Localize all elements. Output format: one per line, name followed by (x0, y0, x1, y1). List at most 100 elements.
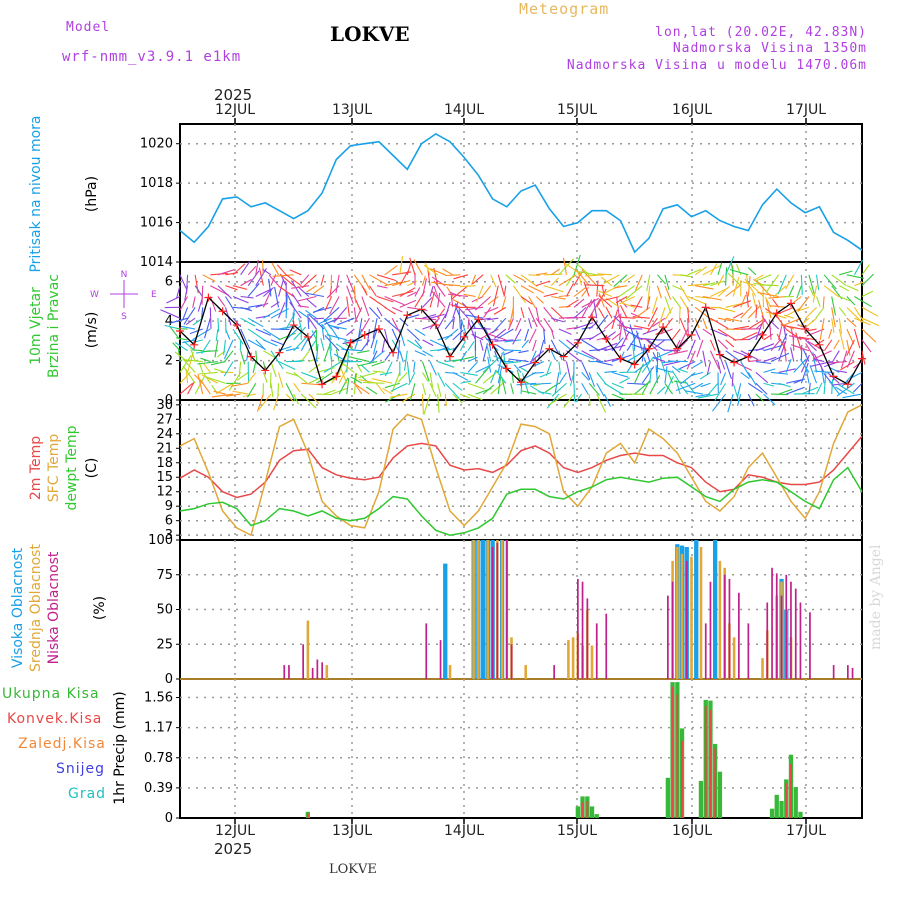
wind-arrow (754, 274, 772, 282)
wind-arrow (452, 371, 469, 381)
wind-arrow (616, 296, 621, 319)
year-label-top: 2025 (214, 86, 253, 104)
wind-arrow (626, 360, 635, 373)
wind-arrow (189, 328, 203, 335)
wind-arrow (763, 382, 775, 387)
wind-arrow (397, 372, 408, 383)
wind-arrow (459, 285, 476, 288)
wind-arrow (831, 274, 847, 287)
wind-arrow (828, 328, 833, 339)
wind-arrow (536, 272, 548, 276)
wind-arrow (646, 317, 658, 334)
wind-arrow (812, 285, 818, 303)
wind-arrow (649, 368, 652, 384)
wind-arrow (642, 328, 658, 335)
wind-arrow (308, 375, 325, 384)
mid-cloud-bar (761, 658, 764, 679)
wind-arrow (702, 264, 723, 276)
wind-arrow (554, 372, 560, 394)
wind-arrow (687, 307, 690, 323)
wind-arrow (431, 290, 446, 308)
wind-arrow (629, 327, 643, 330)
wind-arrow (384, 382, 400, 389)
wind-arrow (619, 316, 635, 319)
wind-arrow (338, 368, 348, 384)
wind-arrow (240, 328, 251, 350)
wind-arrow (806, 317, 817, 328)
wind-arrow (180, 325, 196, 330)
wind-arrow (255, 259, 259, 275)
wind-arrow (643, 357, 651, 373)
y-tick-label: 3 (165, 528, 173, 543)
wind-arrow (278, 332, 296, 341)
wind-arrow (459, 350, 468, 362)
wind-arrow (493, 355, 507, 363)
wind-arrow (175, 285, 181, 299)
low-cloud-bar (723, 574, 726, 680)
wind-arrow (437, 394, 440, 413)
wind-arrow (262, 372, 268, 383)
wind-arrow (840, 361, 855, 371)
wind-arrow (797, 324, 810, 330)
wind-arrow (350, 376, 363, 384)
wind-arrow (448, 284, 461, 287)
app-title: Meteogram (519, 0, 610, 18)
wind-arrow (573, 286, 587, 297)
temperature-axis-label: 2m Temp (28, 436, 44, 500)
wind-arrow (174, 342, 188, 352)
wind-arrow (516, 382, 537, 386)
wind-arrow (842, 393, 863, 399)
wind-arrow (480, 328, 499, 339)
wind-arrow (278, 361, 296, 370)
wind-arrow (667, 350, 688, 356)
conv-precip-bar (709, 709, 712, 818)
wind-arrow (513, 364, 522, 373)
wind-arrow (660, 317, 673, 335)
conv-precip-bar (306, 813, 309, 818)
wind-arrow (755, 304, 758, 319)
wind-arrow (528, 296, 537, 309)
wind-arrow (535, 280, 551, 287)
wind-arrow (717, 306, 736, 313)
total-precip-bar (798, 811, 803, 818)
wind-speed-marker (417, 305, 426, 314)
high-cloud-bar (443, 563, 448, 679)
wind-arrow (444, 328, 459, 341)
wind-arrow (573, 298, 585, 308)
wind-arrow (353, 274, 368, 293)
wind-arrow (356, 363, 363, 373)
wind-arrow (376, 274, 397, 282)
wind-arrow (528, 307, 538, 328)
wind-arrow (646, 296, 651, 310)
wind-arrow (748, 318, 765, 330)
wind-arrow (247, 339, 267, 351)
wind-arrow (182, 339, 196, 344)
wind-arrow (655, 367, 673, 373)
wind-arrow (800, 354, 810, 373)
wind-arrow (598, 307, 605, 319)
wind-speed-marker (815, 340, 824, 349)
wind-arrow (581, 382, 589, 395)
low-cloud-bar (510, 644, 513, 680)
wind-arrow (225, 272, 239, 276)
wind-arrow (346, 328, 355, 337)
wind-arrow (725, 350, 739, 361)
wind-arrow (182, 307, 189, 321)
wind-arrow (508, 358, 529, 363)
wind-arrow (588, 382, 600, 396)
wind-arrow (285, 296, 288, 319)
wind-arrow (535, 296, 544, 304)
wind-arrow (846, 274, 865, 279)
wind-arrow (828, 380, 840, 395)
total-precip-bar (575, 806, 580, 818)
wind-arrow (223, 339, 234, 360)
wind-arrow (308, 339, 317, 352)
wind-arrow (562, 257, 568, 275)
wind-arrow (399, 317, 409, 327)
wind-arrow (725, 256, 735, 276)
wind-arrow (422, 313, 437, 319)
wind-arrow (183, 307, 196, 325)
wind-arrow (786, 386, 805, 395)
wind-arrow (717, 274, 725, 286)
wind-arrow (725, 361, 733, 380)
